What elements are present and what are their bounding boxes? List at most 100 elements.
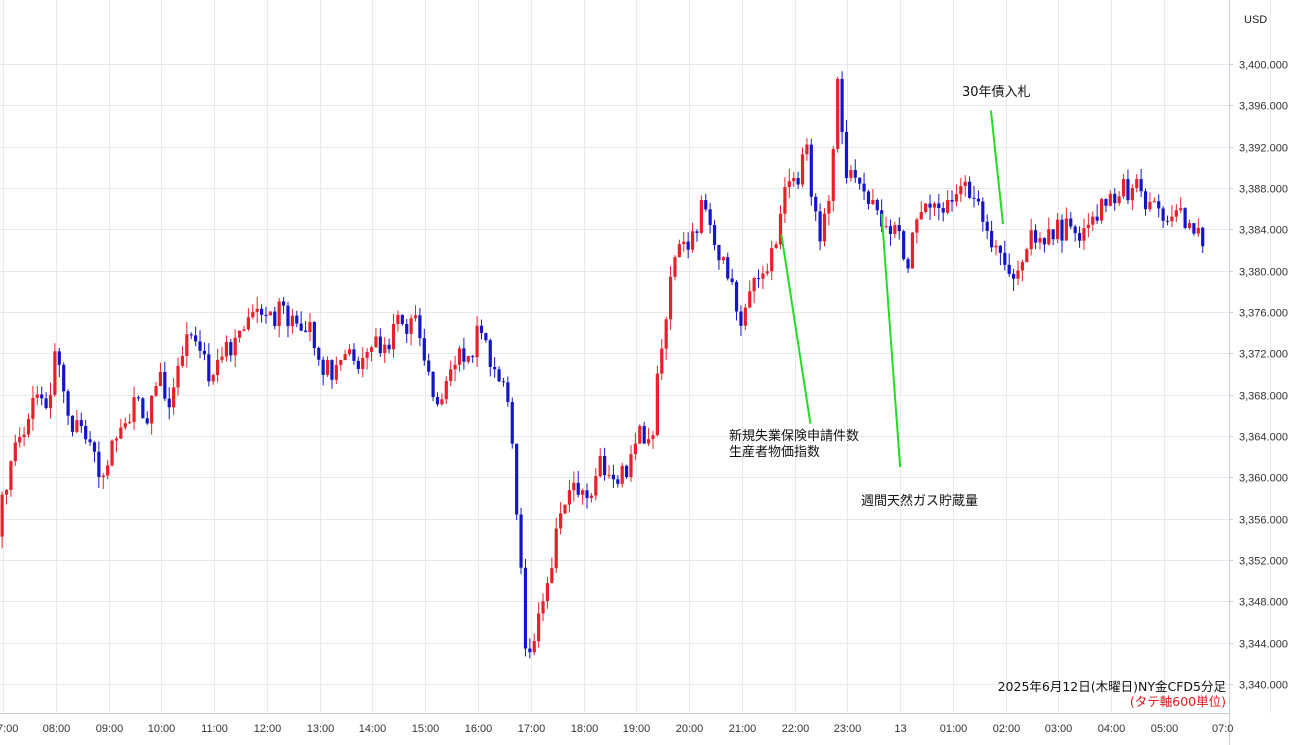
candle [1082, 218, 1086, 250]
candle [440, 393, 444, 406]
candle [858, 177, 862, 190]
time-tick-label: 16:00 [465, 723, 493, 735]
candle [317, 346, 321, 366]
time-tick-label: 02:00 [993, 723, 1021, 735]
candle [123, 417, 127, 430]
candle [405, 318, 409, 344]
candle [629, 445, 633, 482]
candle [1020, 259, 1024, 282]
candle [418, 307, 422, 347]
candle [290, 308, 294, 334]
candle [607, 464, 611, 479]
candle [237, 330, 242, 343]
candle [79, 412, 83, 433]
candle [563, 504, 567, 515]
candle [598, 448, 602, 478]
candle [554, 517, 558, 573]
candle [1196, 218, 1200, 237]
candle [550, 557, 554, 584]
candle [510, 397, 514, 449]
annotation-pointer-line [780, 234, 812, 424]
time-tick-label: 07:0 [1212, 723, 1233, 735]
candle [827, 194, 831, 226]
candle [189, 332, 193, 340]
candle [972, 185, 976, 208]
candle [114, 436, 119, 453]
candle [259, 304, 264, 323]
candle [277, 297, 281, 338]
candle [251, 304, 255, 320]
time-tick-label: 01:00 [940, 723, 968, 735]
candle [18, 427, 22, 448]
candle [968, 176, 972, 199]
time-tick-label: 22:00 [782, 723, 810, 735]
candle [356, 356, 360, 374]
candle [347, 344, 352, 357]
candle [427, 353, 431, 376]
price-tick-label: 3,380.000 [1239, 267, 1288, 279]
candle [1029, 218, 1033, 256]
candle [840, 71, 844, 145]
price-tick-label: 3,360.000 [1239, 473, 1288, 485]
candle [1104, 198, 1108, 213]
candle [1055, 212, 1060, 244]
candle [387, 338, 391, 354]
candle [339, 359, 343, 371]
candle [84, 419, 88, 444]
candle [343, 349, 347, 361]
candle [128, 413, 132, 424]
time-tick-label: 15:00 [412, 723, 440, 735]
price-tick-label: 3,364.000 [1239, 432, 1288, 444]
candle [937, 193, 941, 221]
candle [1011, 268, 1016, 291]
candle [1152, 197, 1156, 203]
time-tick-label: 11:00 [201, 723, 228, 735]
candle [739, 305, 743, 336]
candle [119, 419, 123, 440]
candle [57, 347, 61, 378]
candle [352, 343, 356, 365]
candle [1077, 226, 1082, 248]
candle [928, 194, 932, 220]
candle [695, 229, 699, 242]
candle [818, 203, 822, 251]
candle [1113, 188, 1117, 211]
candle [1187, 219, 1192, 230]
time-tick-label: 10:00 [148, 723, 176, 735]
annotation-label: 新規失業保険申請件数 [729, 428, 859, 444]
candle [1069, 212, 1073, 230]
candle [1047, 217, 1051, 246]
candle [1121, 173, 1126, 199]
candle [435, 392, 440, 407]
candle [497, 366, 501, 382]
candle [651, 430, 655, 449]
candle [726, 252, 730, 281]
candle [303, 321, 308, 333]
price-tick-label: 3,340.000 [1239, 680, 1288, 692]
candle [519, 507, 523, 575]
candle [950, 190, 954, 212]
candle [471, 354, 475, 363]
candle [0, 491, 4, 549]
candle [40, 386, 44, 406]
candle [1025, 247, 1029, 263]
candle [537, 602, 541, 648]
candle [457, 345, 462, 372]
candle [743, 303, 747, 331]
price-tick-label: 3,352.000 [1239, 556, 1288, 568]
candle [1064, 207, 1068, 241]
candle [1060, 214, 1064, 253]
candle [642, 422, 646, 445]
candle [383, 337, 387, 364]
candle [180, 346, 185, 368]
candle [1086, 213, 1090, 238]
candle [836, 76, 840, 153]
candle [796, 171, 800, 189]
candle [985, 214, 989, 240]
chart-caption: 2025年6月12日(木曜日)NY金CFD5分足 (タテ軸600単位) [998, 679, 1227, 709]
candle [220, 346, 224, 364]
price-tick-label: 3,344.000 [1239, 639, 1288, 651]
candle [308, 312, 312, 342]
time-axis-ticks: 7:00 08:00 09:00 10:00 11:00 12:00 13:00 14:00 1… [0, 723, 1233, 735]
